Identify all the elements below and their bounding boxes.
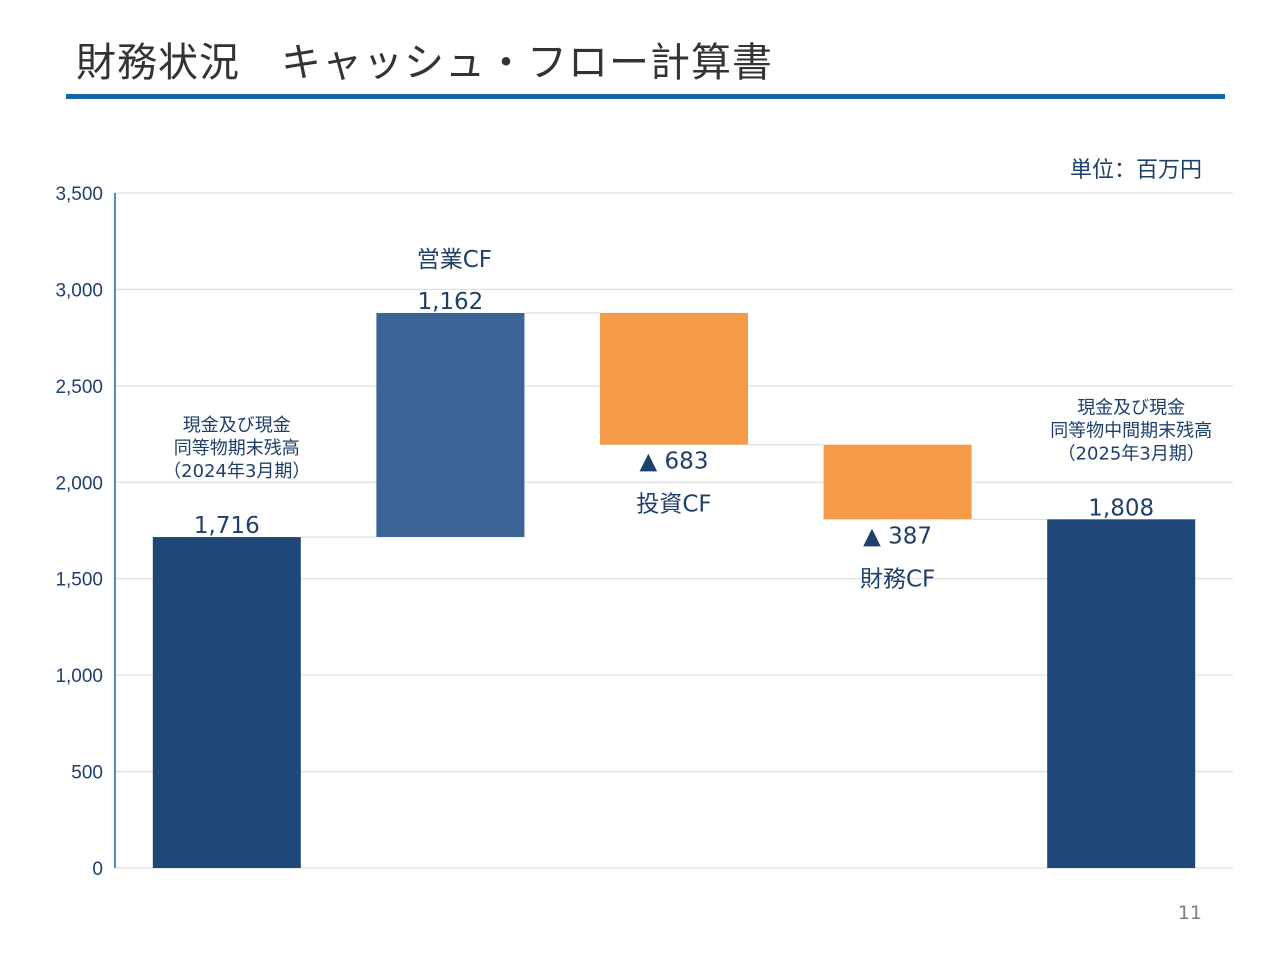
y-tick-label: 3,000 [55,280,103,301]
bar-annotation-line: （2025年3月期） [1058,443,1205,464]
bar-annotation-line: 同等物中間期末残高 [1050,420,1212,441]
bar-value-label: ▲ 683 [640,449,709,475]
bar-annotation-line: 同等物期末残高 [174,438,300,459]
waterfall-bar [823,444,972,520]
waterfall-bar [1047,519,1196,868]
y-tick-label: 3,500 [55,184,103,205]
y-tick-label: 1,000 [55,666,103,687]
y-tick-label: 2,000 [55,473,103,494]
bar-value-label: ▲ 387 [863,523,932,549]
title-underline [66,94,1225,99]
y-tick-label: 500 [71,763,103,784]
bar-category-label: 投資CF [636,492,711,518]
bar-category-label: 財務CF [860,566,935,592]
bar-category-label: 営業CF [417,247,492,273]
page-title: 財務状況 キャッシュ・フロー計算書 [76,40,773,86]
bar-annotation-line: （2024年3月期） [163,461,310,482]
page-number: 11 [1177,902,1202,924]
y-tick-label: 1,500 [55,570,103,591]
waterfall-bar [376,312,525,538]
waterfall-bar [152,537,301,868]
bar-annotation-line: 現金及び現金 [1077,397,1185,418]
bar-value-label: 1,716 [194,513,260,539]
y-tick-label: 0 [92,859,103,880]
waterfall-bar [600,312,748,445]
bar-value-label: 1,162 [417,289,483,315]
bar-value-label: 1,808 [1088,495,1154,521]
unit-label: 単位：百万円 [1069,158,1202,183]
y-tick-label: 2,500 [55,377,103,398]
bar-annotation-line: 現金及び現金 [183,415,291,436]
